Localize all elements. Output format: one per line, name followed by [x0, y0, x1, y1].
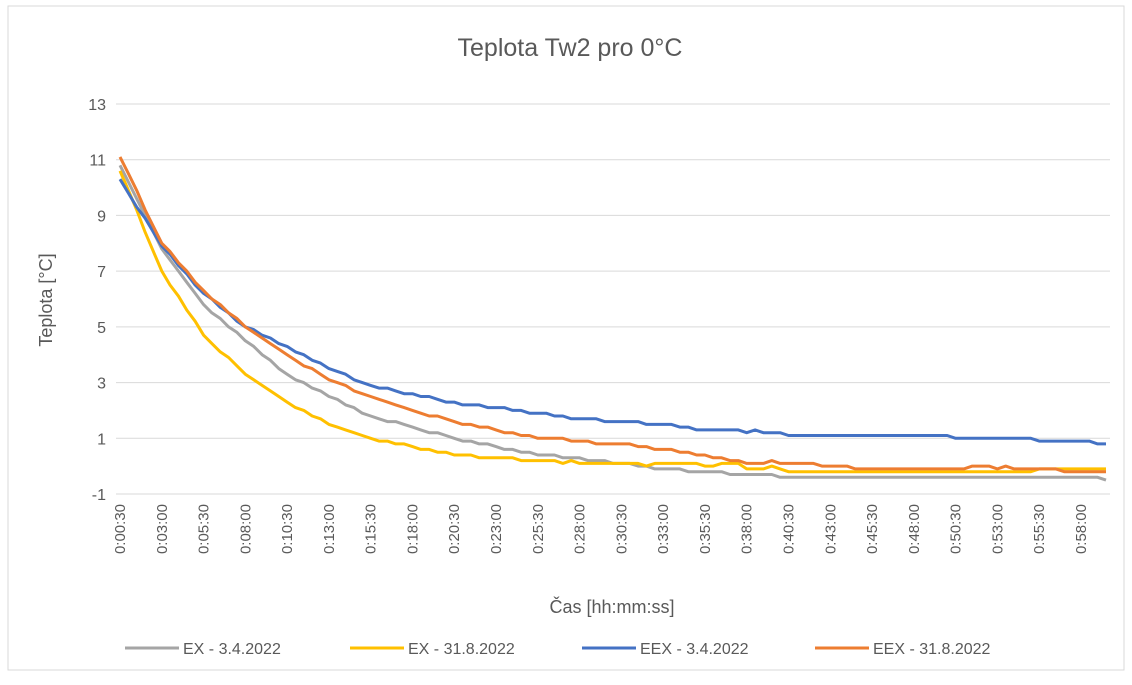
x-tick-label: 0:15:30 — [363, 504, 380, 554]
x-tick-label: 0:38:00 — [739, 504, 756, 554]
y-tick-label: 11 — [89, 153, 106, 170]
x-tick-label: 0:43:00 — [822, 504, 839, 554]
y-tick-label: 7 — [97, 264, 106, 281]
x-tick-label: 0:33:00 — [655, 504, 672, 554]
x-tick-label: 0:25:30 — [530, 504, 547, 554]
legend-label: EEX - 3.4.2022 — [640, 641, 749, 658]
chart-title: Teplota Tw2 pro 0°C — [458, 34, 683, 62]
data-line — [118, 178, 1106, 446]
x-tick-label: 0:55:30 — [1031, 504, 1048, 554]
x-tick-label: 0:20:30 — [446, 504, 463, 554]
x-tick-label: 0:23:00 — [488, 504, 505, 554]
y-tick-label: 9 — [97, 208, 106, 225]
x-tick-label: 0:05:30 — [196, 504, 213, 554]
x-axis-title: Čas [hh:mm:ss] — [549, 596, 674, 617]
x-tick-label: 0:00:30 — [112, 504, 129, 554]
x-tick-label: 0:58:00 — [1073, 504, 1090, 554]
y-tick-label: 3 — [97, 376, 106, 393]
y-axis-title: Teplota [°C] — [36, 253, 56, 346]
data-line — [118, 170, 1106, 474]
y-tick-label: 13 — [88, 97, 106, 114]
x-tick-label: 0:50:30 — [948, 504, 965, 554]
y-tick-label: 1 — [97, 431, 106, 448]
x-tick-label: 0:03:00 — [154, 504, 171, 554]
legend-label: EX - 3.4.2022 — [183, 641, 281, 658]
x-tick-label: 0:40:30 — [780, 504, 797, 554]
x-tick-label: 0:53:00 — [989, 504, 1006, 554]
y-tick-label: -1 — [92, 487, 106, 504]
x-tick-label: 0:13:00 — [321, 504, 338, 554]
legend-label: EX - 31.8.2022 — [408, 641, 515, 658]
x-tick-label: 0:48:00 — [906, 504, 923, 554]
x-tick-label: 0:35:30 — [697, 504, 714, 554]
chart-border — [7, 5, 1125, 671]
x-tick-label: 0:30:30 — [613, 504, 630, 554]
x-tick-label: 0:18:00 — [404, 504, 421, 554]
x-tick-label: 0:08:00 — [237, 504, 254, 554]
x-tick-label: 0:45:30 — [864, 504, 881, 554]
legend-label: EEX - 31.8.2022 — [873, 641, 991, 658]
y-tick-label: 5 — [97, 320, 106, 337]
x-tick-label: 0:10:30 — [279, 504, 296, 554]
data-line — [118, 156, 1106, 474]
x-tick-label: 0:28:00 — [572, 504, 589, 554]
